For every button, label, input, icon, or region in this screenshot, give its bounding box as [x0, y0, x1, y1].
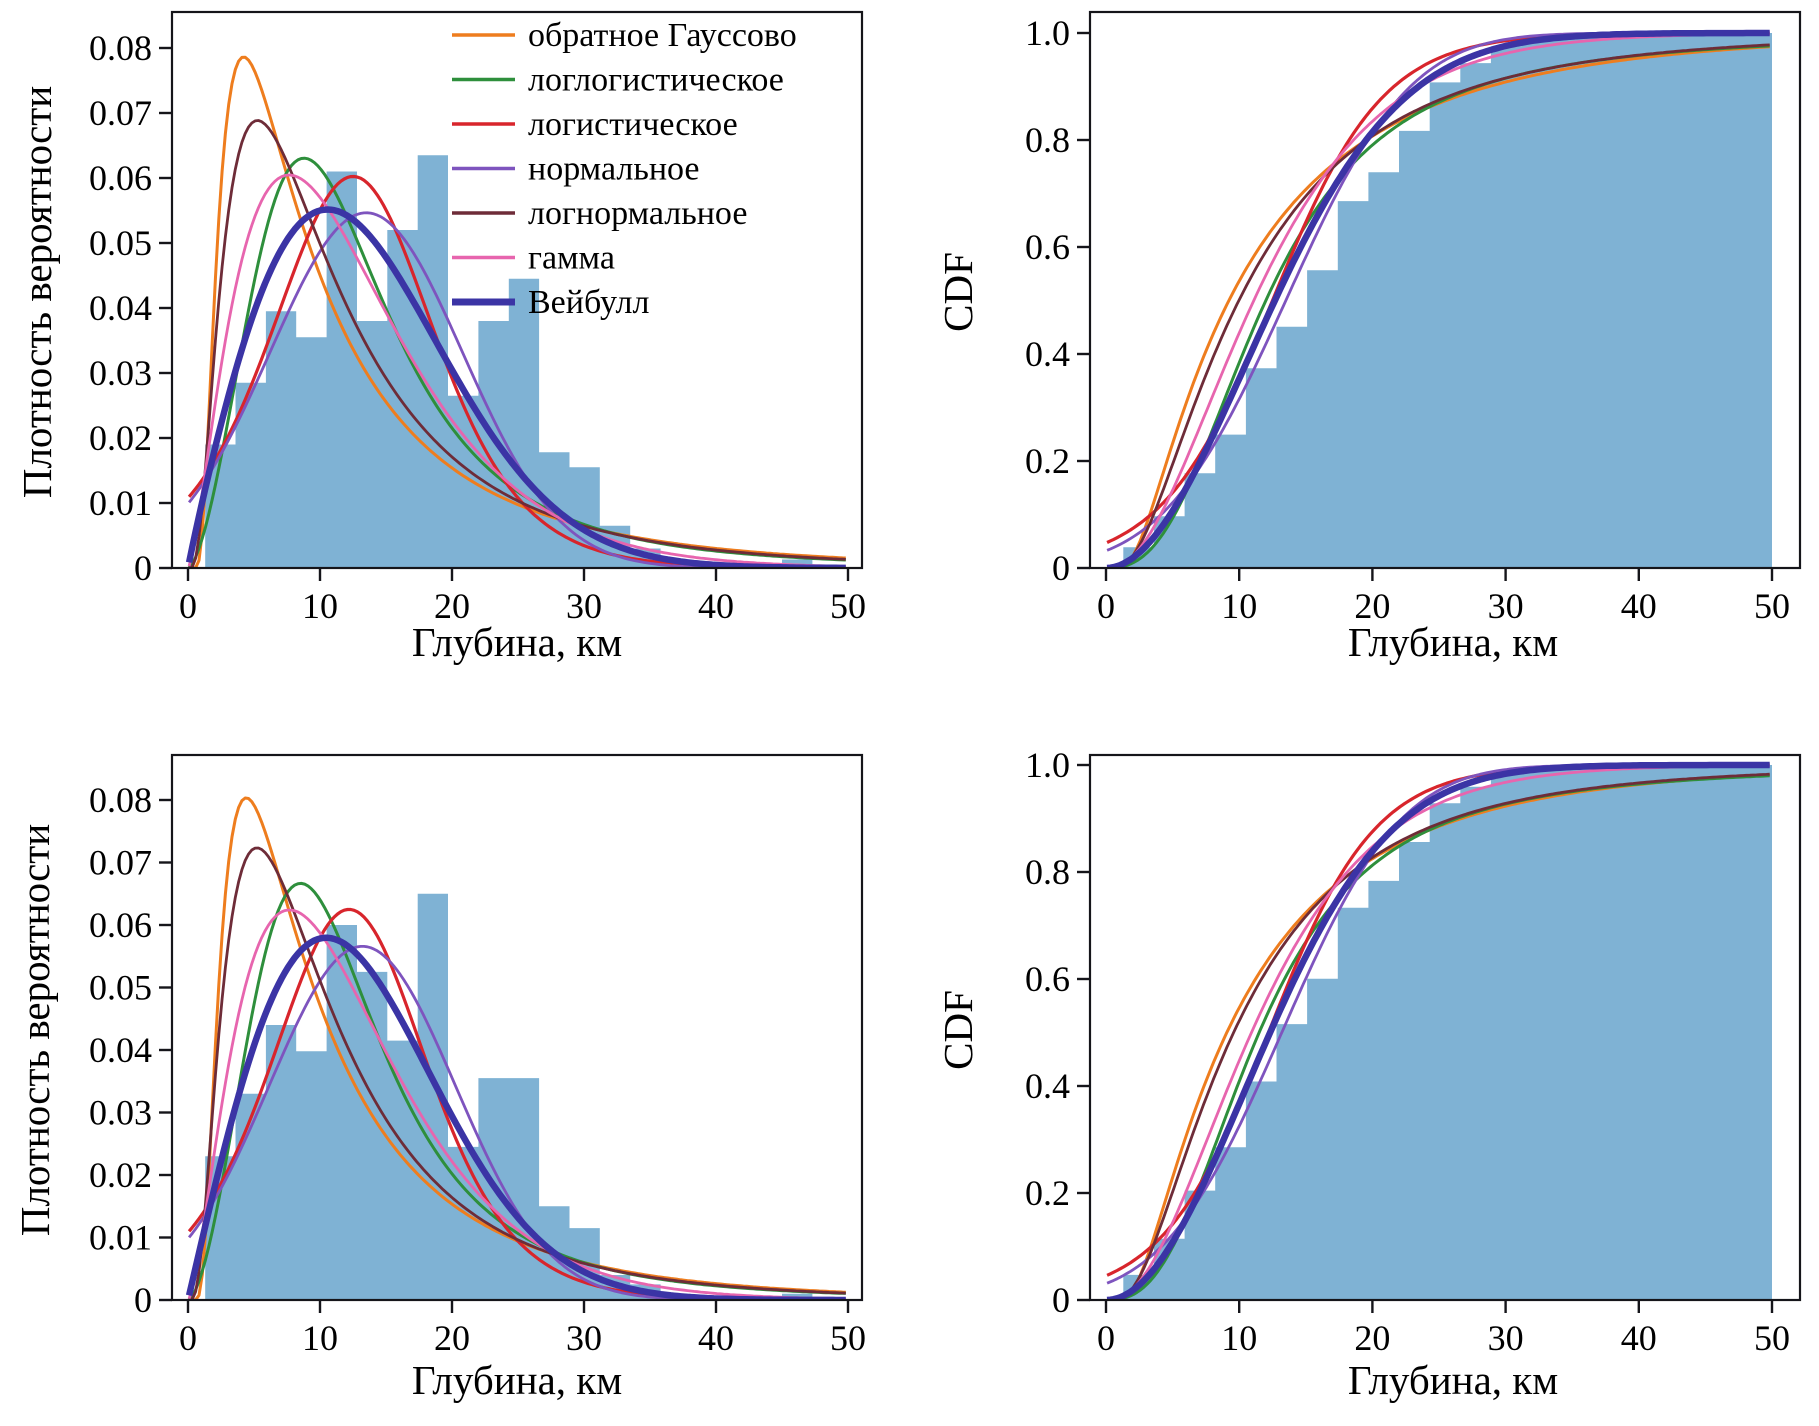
y-tick-label: 0 — [134, 1280, 152, 1320]
legend-label: логистическое — [528, 106, 738, 143]
legend-label: гамма — [528, 240, 615, 277]
x-tick-label: 40 — [1621, 1318, 1657, 1358]
ylabel-pdf-bottom: Плотность вероятности — [12, 823, 58, 1237]
legend-label: логлогистическое — [528, 62, 784, 99]
y-tick-label: 0.04 — [89, 1030, 152, 1070]
x-tick-label: 30 — [1488, 586, 1524, 626]
y-tick-label: 0.08 — [89, 28, 152, 68]
x-tick-label: 40 — [698, 586, 734, 626]
ylabel-cdf-top: CDF — [935, 252, 981, 332]
xlabel-cdf-bottom: Глубина, км — [1347, 1357, 1559, 1403]
x-tick-label: 50 — [1754, 586, 1790, 626]
y-tick-label: 0.03 — [89, 1093, 152, 1133]
legend-label: Вейбулл — [528, 284, 649, 321]
x-tick-label: 20 — [1354, 586, 1390, 626]
x-tick-label: 30 — [1488, 1318, 1524, 1358]
y-tick-label: 0.2 — [1025, 1173, 1070, 1213]
panel-pdf-bottom: 0 10 20 30 40 50 0 0.01 0.02 0.03 0.04 0.05 0.06 0.07… — [89, 753, 866, 1358]
x-tick-label: 0 — [179, 586, 197, 626]
xlabel-pdf-bottom: Глубина, км — [411, 1357, 623, 1403]
curve-weibull — [1106, 761, 1770, 1300]
x-tick-label: 10 — [302, 586, 338, 626]
curve-lognormal — [1107, 772, 1770, 1300]
y-tick-label: 0.4 — [1025, 334, 1070, 374]
ylabel-cdf-bottom: CDF — [935, 990, 981, 1070]
xlabel-pdf-top: Глубина, км — [411, 619, 623, 665]
curve-invgauss — [189, 55, 846, 568]
y-tick-label: 0.02 — [89, 1155, 152, 1195]
ylabel-pdf-top: Плотность вероятности — [14, 85, 60, 499]
x-tick-label: 0 — [1097, 586, 1115, 626]
legend: обратное Гауссово логлогистическое логисти… — [452, 17, 797, 321]
y-tick-label: 1.0 — [1025, 745, 1070, 785]
x-tick-label: 10 — [302, 1318, 338, 1358]
y-tick-label: 0.06 — [89, 905, 152, 945]
legend-label: логнормальное — [528, 195, 747, 232]
x-tick-label: 50 — [830, 1318, 866, 1358]
x-tick-label: 50 — [830, 586, 866, 626]
y-tick-label: 0.07 — [89, 93, 152, 133]
curve-weibull — [1106, 29, 1770, 568]
legend-label: обратное Гауссово — [528, 17, 797, 54]
x-tick-label: 30 — [566, 586, 602, 626]
x-tick-label: 0 — [1097, 1318, 1115, 1358]
y-tick-label: 0.6 — [1025, 227, 1070, 267]
x-tick-label: 10 — [1221, 586, 1257, 626]
x-tick-label: 20 — [434, 586, 470, 626]
curve-gamma — [187, 173, 846, 568]
x-tick-label: 20 — [1354, 1318, 1390, 1358]
x-tick-label: 20 — [434, 1318, 470, 1358]
curve-weibull — [185, 206, 846, 568]
x-tick-label: 50 — [1754, 1318, 1790, 1358]
ecdf-steps — [1123, 765, 1772, 1300]
plot-box — [1088, 753, 1802, 1302]
x-tick-label: 40 — [1621, 586, 1657, 626]
plot-box — [1088, 10, 1802, 570]
curve-lognormal — [188, 119, 846, 568]
y-tick-label: 0.02 — [89, 418, 152, 458]
y-tick-label: 0.4 — [1025, 1066, 1070, 1106]
curve-gamma — [187, 908, 846, 1300]
y-tick-label: 0 — [1052, 548, 1070, 588]
y-tick-label: 1.0 — [1025, 13, 1070, 53]
y-tick-label: 0.05 — [89, 223, 152, 263]
curve-lognormal — [1107, 43, 1770, 568]
x-tick-label: 30 — [566, 1318, 602, 1358]
y-tick-label: 0.04 — [89, 288, 152, 328]
y-tick-label: 0.01 — [89, 1218, 152, 1258]
plot-box — [170, 10, 864, 570]
y-tick-label: 0.07 — [89, 843, 152, 883]
y-tick-label: 0 — [134, 548, 152, 588]
y-tick-label: 0.2 — [1025, 441, 1070, 481]
y-tick-label: 0.06 — [89, 158, 152, 198]
panel-cdf-top: 0 10 20 30 40 50 0 0.2 0.4 0.6 0.8 1.0 — [1025, 10, 1802, 626]
curve-lognormal — [188, 846, 846, 1300]
y-tick-label: 0.08 — [89, 780, 152, 820]
y-tick-label: 0.6 — [1025, 959, 1070, 999]
y-tick-label: 0 — [1052, 1280, 1070, 1320]
y-tick-label: 0.03 — [89, 353, 152, 393]
x-tick-label: 10 — [1221, 1318, 1257, 1358]
legend-label: нормальное — [528, 151, 700, 188]
panel-cdf-bottom: 0 10 20 30 40 50 0 0.2 0.4 0.6 0.8 1.0 — [1025, 745, 1802, 1358]
panel-pdf-top: 0 10 20 30 40 50 0 0.01 0.02 0.03 0.04 0.05 0.06 0.07… — [89, 10, 866, 626]
plot-box — [170, 753, 864, 1302]
ecdf-steps — [1123, 33, 1772, 568]
xlabel-cdf-top: Глубина, км — [1347, 619, 1559, 665]
x-tick-label: 0 — [179, 1318, 197, 1358]
y-tick-label: 0.01 — [89, 483, 152, 523]
x-tick-label: 40 — [698, 1318, 734, 1358]
y-tick-label: 0.8 — [1025, 852, 1070, 892]
y-tick-label: 0.05 — [89, 968, 152, 1008]
y-tick-label: 0.8 — [1025, 120, 1070, 160]
